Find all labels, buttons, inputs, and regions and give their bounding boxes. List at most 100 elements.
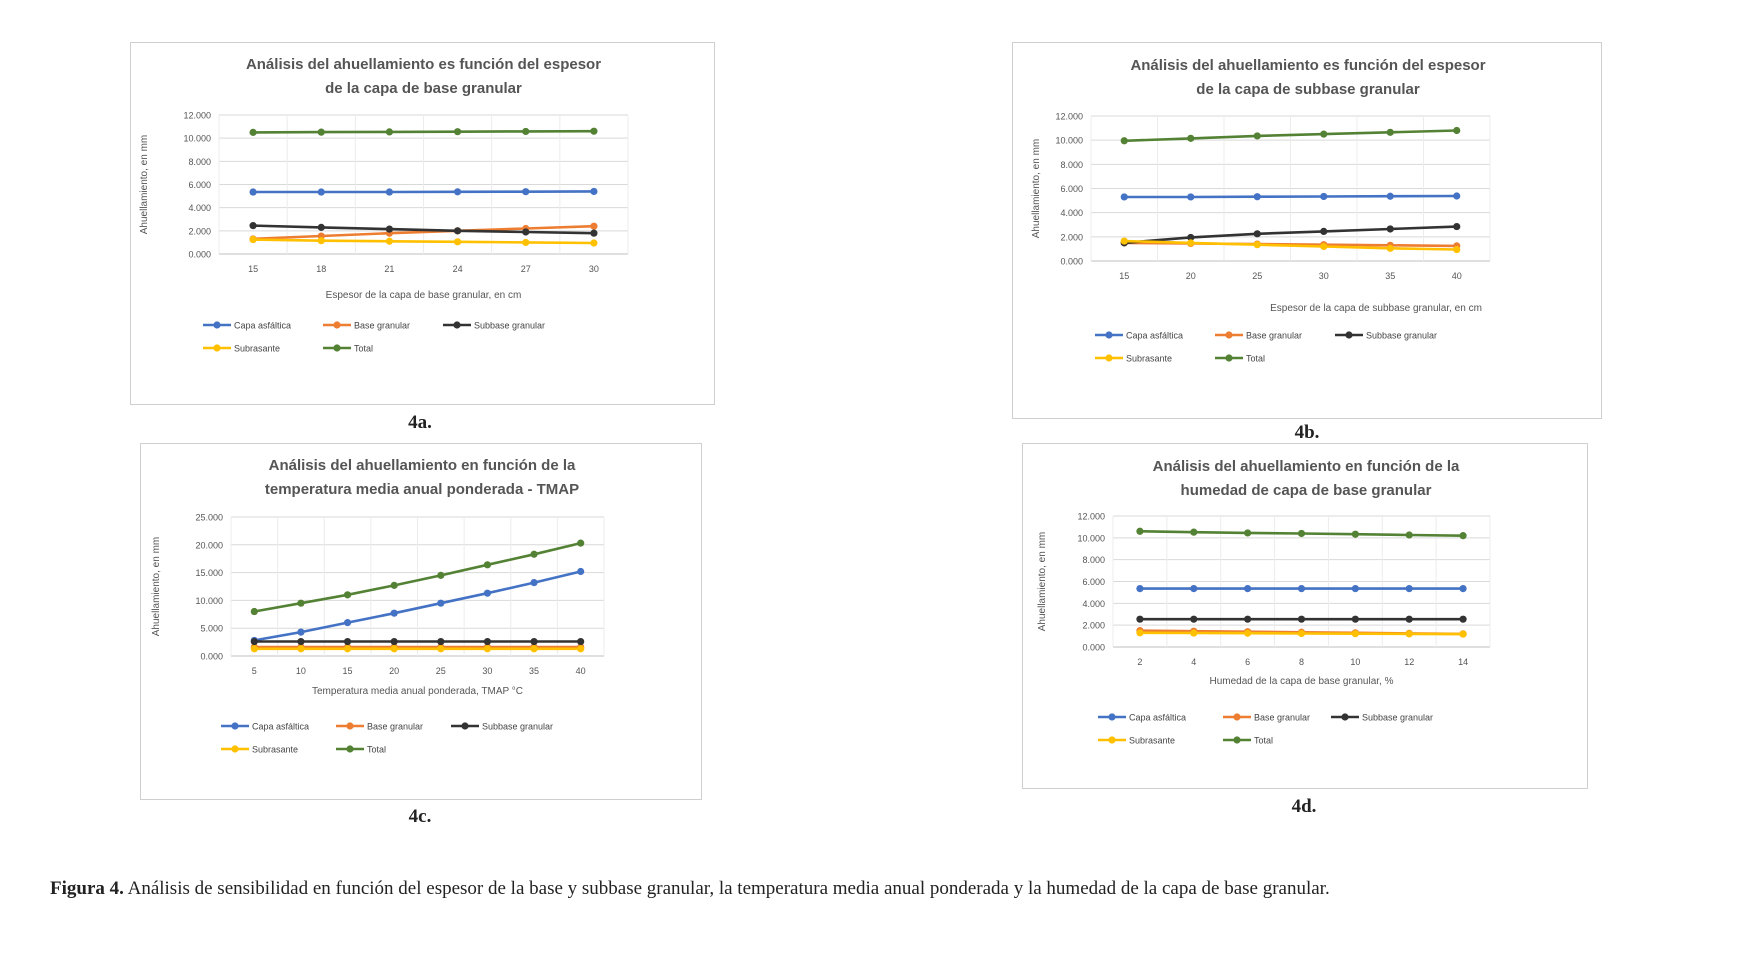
y-tick-label: 25.000	[195, 513, 223, 523]
figure-caption-text: Análisis de sensibilidad en función del …	[123, 878, 1330, 899]
y-tick-label: 0.000	[188, 250, 211, 260]
x-tick-label: 25	[1252, 271, 1262, 281]
data-point	[1297, 584, 1306, 593]
x-tick-label: 20	[389, 666, 399, 676]
legend-label: Total	[354, 344, 373, 354]
data-point	[249, 128, 257, 136]
data-point	[530, 637, 538, 646]
data-point	[1136, 584, 1144, 593]
legend-label: Subrasante	[234, 344, 280, 354]
legend-label: Subbase granular	[474, 321, 545, 331]
data-point	[577, 637, 585, 646]
data-point	[1405, 630, 1413, 638]
legend-label: Base granular	[354, 321, 410, 331]
series-line	[254, 570, 582, 642]
data-point	[590, 127, 598, 135]
data-point	[483, 645, 492, 653]
legend-marker	[453, 321, 461, 329]
data-point	[1136, 615, 1144, 623]
data-point	[1190, 615, 1198, 623]
data-point	[590, 229, 598, 237]
data-point	[1297, 629, 1306, 638]
data-point	[343, 637, 352, 646]
legend-marker	[1225, 331, 1233, 339]
data-point	[1190, 629, 1198, 637]
data-point	[250, 637, 258, 646]
y-tick-label: 6.000	[188, 180, 211, 190]
figure-caption: Figura 4. Análisis de sensibilidad en fu…	[50, 878, 1710, 900]
data-point	[1190, 528, 1198, 536]
data-point	[317, 223, 325, 231]
data-point	[1351, 630, 1359, 638]
y-tick-label: 12.000	[1055, 112, 1083, 122]
legend-marker	[346, 722, 354, 730]
data-point	[390, 609, 398, 617]
legend-label: Total	[1254, 736, 1273, 746]
data-point	[1187, 239, 1195, 247]
data-point	[1405, 615, 1413, 623]
y-tick-label: 0.000	[1082, 643, 1105, 653]
data-point	[343, 619, 352, 627]
x-axis-label: Espesor de la capa de base granular, en …	[326, 290, 522, 301]
data-point	[1320, 192, 1328, 201]
legend-label: Subrasante	[1126, 354, 1172, 364]
data-point	[1297, 615, 1306, 623]
series-line	[253, 129, 594, 134]
x-tick-label: 15	[248, 264, 258, 274]
x-tick-label: 8	[1299, 657, 1304, 667]
legend-marker	[1225, 354, 1233, 362]
data-point	[453, 238, 462, 246]
data-point	[577, 539, 585, 547]
x-tick-label: 5	[252, 666, 257, 676]
data-point	[1187, 193, 1195, 201]
data-point	[1405, 584, 1413, 593]
y-tick-label: 10.000	[1055, 136, 1083, 146]
x-tick-label: 20	[1186, 271, 1196, 281]
legend-label: Capa asfáltica	[234, 321, 291, 331]
data-point	[1120, 237, 1128, 245]
data-point	[483, 561, 492, 569]
x-tick-label: 30	[482, 666, 492, 676]
x-tick-label: 15	[1119, 271, 1129, 281]
x-tick-label: 21	[384, 264, 394, 274]
chart-4d: Análisis del ahuellamiento en función de…	[1037, 458, 1491, 746]
data-point	[483, 637, 492, 646]
legend-marker	[231, 745, 239, 753]
data-point	[1351, 584, 1359, 593]
x-tick-label: 24	[453, 264, 463, 274]
data-point	[590, 187, 598, 196]
y-axis-label: Ahuellamiento, en mm	[1031, 139, 1042, 239]
data-point	[522, 228, 530, 236]
data-point	[250, 607, 258, 616]
y-tick-label: 10.000	[195, 596, 223, 606]
x-tick-label: 30	[589, 264, 599, 274]
data-point	[577, 567, 585, 576]
legend-label: Subbase granular	[482, 722, 553, 732]
data-point	[297, 628, 305, 636]
legend-label: Capa asfáltica	[1129, 713, 1186, 723]
chart-tag-4a: 4a.	[408, 412, 432, 433]
legend-marker	[1233, 736, 1241, 744]
data-point	[1386, 244, 1394, 252]
chart-title-line: de la capa de subbase granular	[1196, 81, 1420, 98]
series-line	[253, 224, 594, 235]
data-point	[1386, 128, 1394, 136]
y-tick-label: 4.000	[1060, 208, 1083, 218]
data-point	[1459, 532, 1467, 540]
legend-label: Base granular	[367, 722, 423, 732]
legend-marker	[346, 745, 354, 753]
chart-title-line: temperatura media anual ponderada - TMAP	[265, 481, 579, 498]
x-tick-label: 18	[316, 264, 326, 274]
series-line	[1124, 129, 1457, 143]
data-point	[437, 599, 445, 607]
data-point	[530, 579, 538, 587]
data-point	[1244, 584, 1252, 593]
legend-marker	[1108, 736, 1116, 744]
chart-tag-4b: 4b.	[1294, 422, 1320, 443]
y-tick-label: 8.000	[1082, 555, 1105, 565]
data-point	[1253, 132, 1261, 140]
x-tick-label: 15	[343, 666, 353, 676]
data-point	[1453, 192, 1461, 200]
data-point	[343, 591, 352, 599]
x-tick-label: 35	[1385, 271, 1395, 281]
